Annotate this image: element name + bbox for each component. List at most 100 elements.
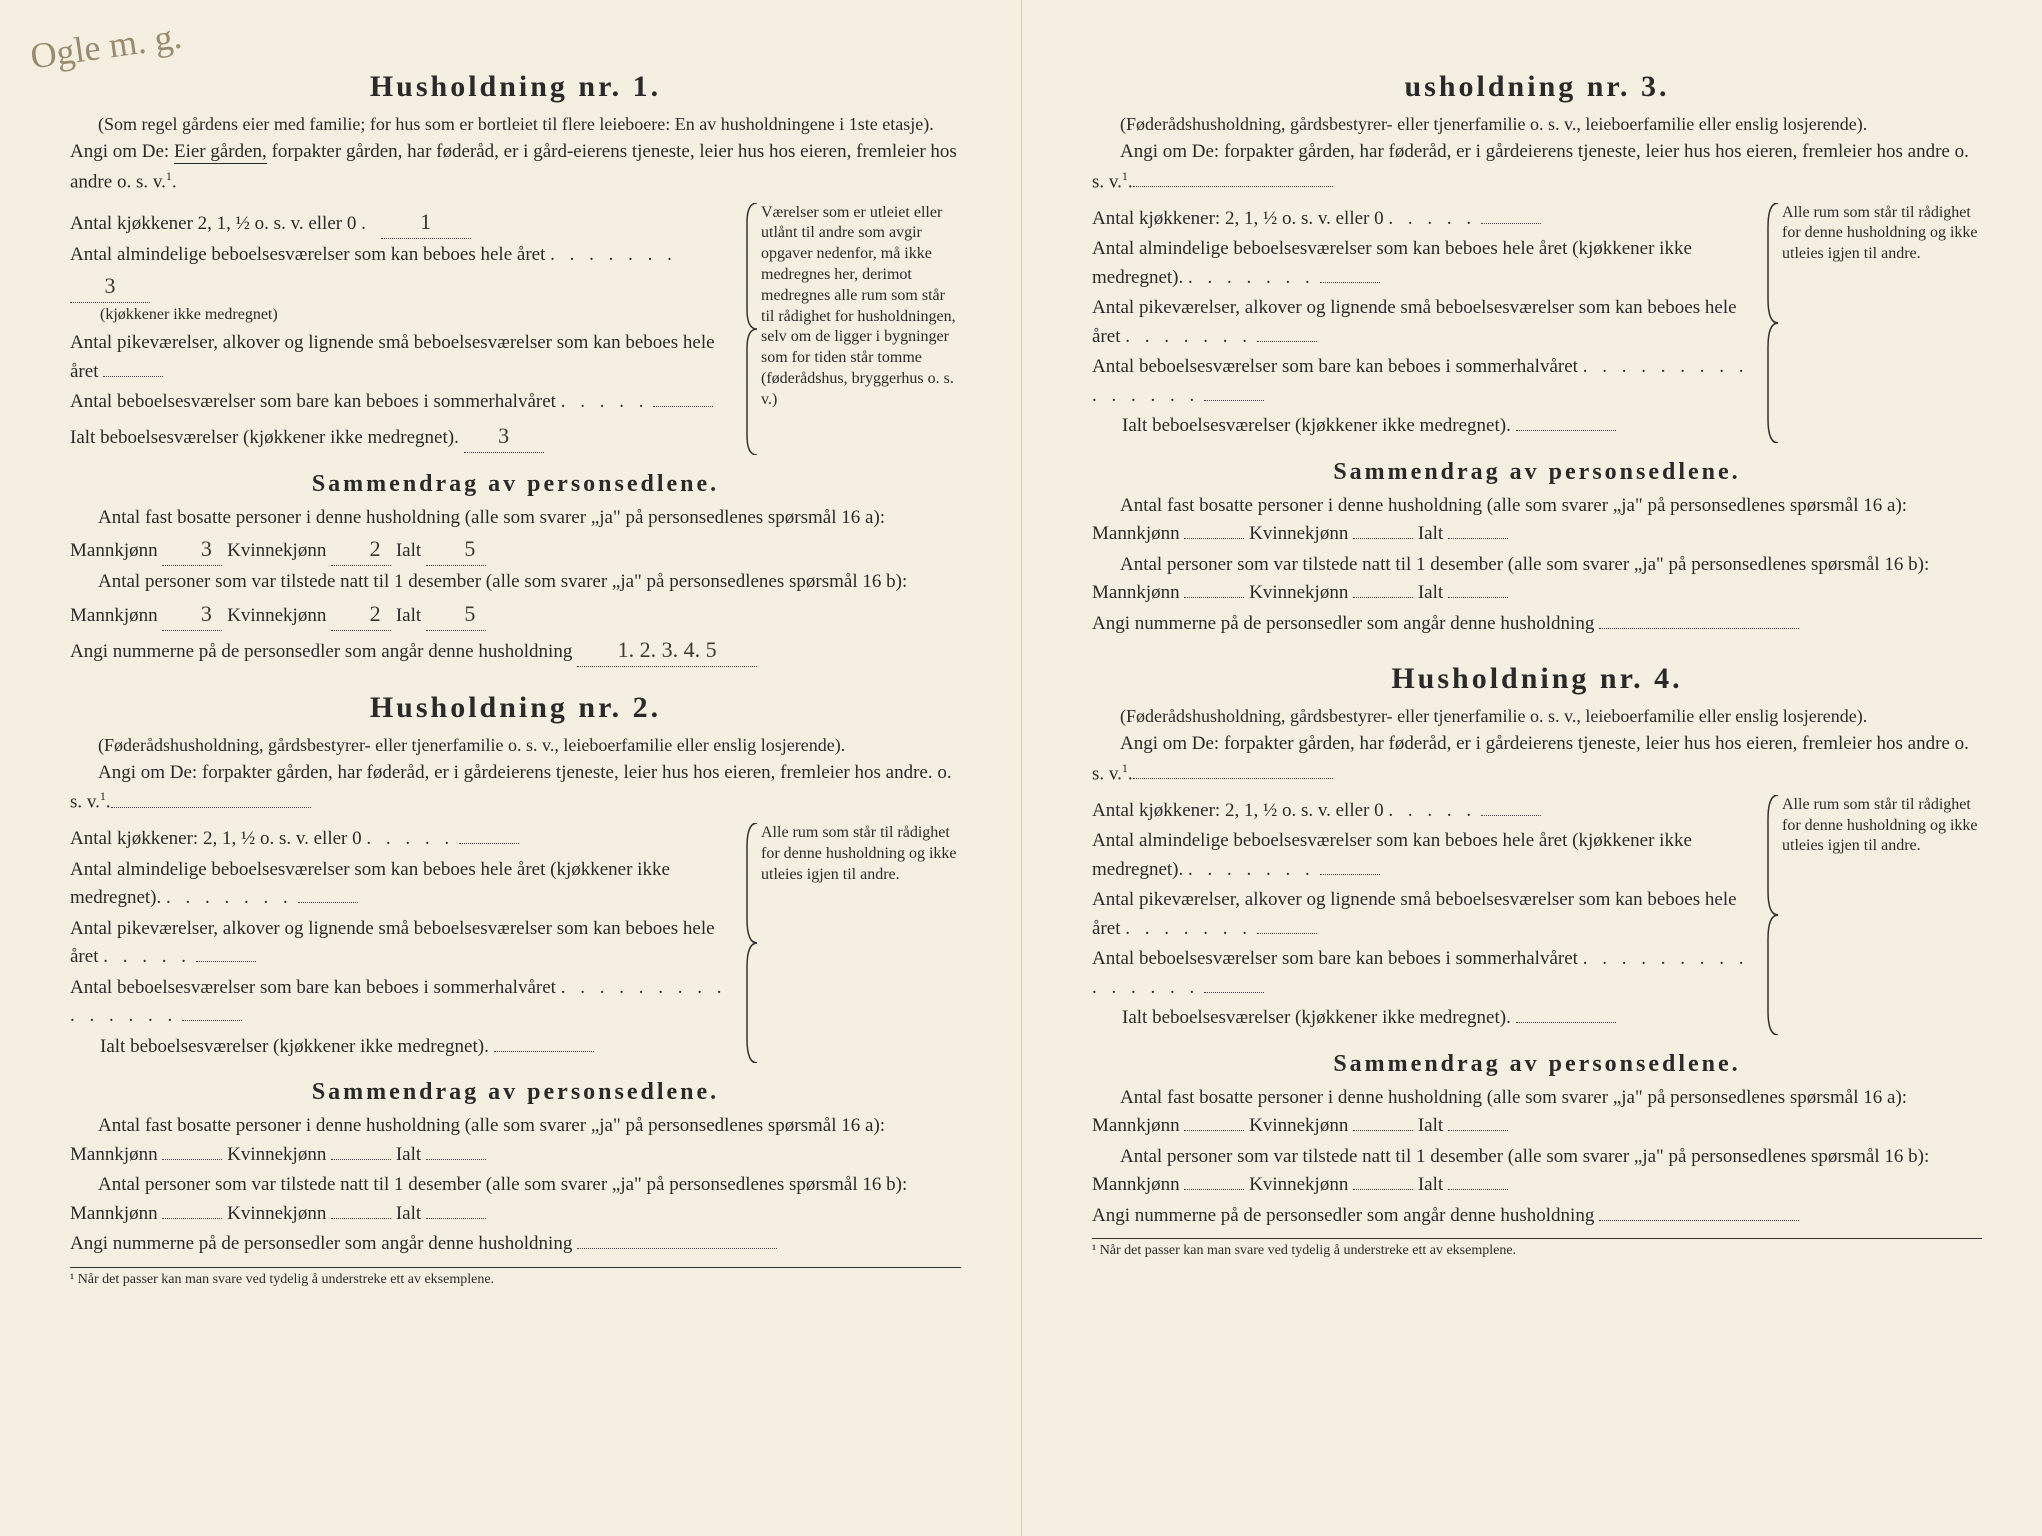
- h3-nummer-label: Angi nummerne på de personsedler som ang…: [1092, 613, 1594, 634]
- h4-intro: (Føderådshusholdning, gårdsbestyrer- ell…: [1092, 704, 1982, 728]
- h2-angi-fill: [111, 807, 311, 808]
- brace-icon: [1766, 795, 1780, 1035]
- h2-ialt: Ialt beboelsesværelser (kjøkkener ikke m…: [100, 1033, 731, 1062]
- h4-title: Husholdning nr. 4.: [1092, 662, 1982, 696]
- h3-16a-k: [1353, 538, 1413, 539]
- h3-alm-label: Antal almindelige beboelsesværelser som …: [1092, 238, 1692, 288]
- h4-angi-fill: [1133, 778, 1333, 779]
- h3-16b: Antal personer som var tilstede natt til…: [1092, 551, 1982, 608]
- left-page: Ogle m. g. Husholdning nr. 1. (Som regel…: [0, 0, 1021, 1536]
- h1-sommer-label: Antal beboelsesværelser som bare kan beb…: [70, 391, 556, 412]
- h3-angi-fill: [1133, 186, 1333, 187]
- dots: . . . . . . .: [166, 887, 293, 908]
- h3-16a-i: [1448, 538, 1508, 539]
- h3-kjokken: Antal kjøkkener: 2, 1, ½ o. s. v. eller …: [1092, 205, 1752, 234]
- dots: . . . . . . .: [1188, 267, 1315, 288]
- ialt-label: Ialt: [396, 605, 421, 626]
- h2-16b-m: [162, 1218, 222, 1219]
- h2-16a: Antal fast bosatte personer i denne hush…: [70, 1112, 961, 1169]
- h1-kjokken: Antal kjøkkener 2, 1, ½ o. s. v. eller 0…: [70, 205, 731, 239]
- h4-angi: Angi om De: forpakter gården, har føderå…: [1092, 730, 1982, 788]
- kv-label: Kvinnekjønn: [227, 540, 326, 561]
- h3-sommer-label: Antal beboelsesværelser som bare kan beb…: [1092, 356, 1578, 377]
- dots: . . . . . . .: [1125, 918, 1252, 939]
- h2-alm: Antal almindelige beboelsesværelser som …: [70, 856, 731, 913]
- h3-intro: (Føderådshusholdning, gårdsbestyrer- ell…: [1092, 112, 1982, 136]
- h2-sommer: Antal beboelsesværelser som bare kan beb…: [70, 974, 731, 1031]
- h1-nummer-val: 1. 2. 3. 4. 5: [577, 633, 757, 667]
- h2-16a-i: [426, 1159, 486, 1160]
- h4-sommer-label: Antal beboelsesværelser som bare kan beb…: [1092, 948, 1578, 969]
- h1-16a-i: 5: [426, 532, 486, 566]
- h2-kjokken-val: [459, 843, 519, 844]
- h3-16b-m: [1184, 597, 1244, 598]
- ialt-label: Ialt: [1418, 523, 1443, 544]
- right-page: usholdning nr. 3. (Føderådshusholdning, …: [1021, 0, 2042, 1536]
- h4-16a-m: [1184, 1130, 1244, 1131]
- h1-nummer: Angi nummerne på de personsedler som ang…: [70, 633, 961, 667]
- h2-16b-i: [426, 1218, 486, 1219]
- h4-16b-i: [1448, 1189, 1508, 1190]
- ialt-label: Ialt: [1418, 582, 1443, 603]
- h4-16a-i: [1448, 1130, 1508, 1131]
- h2-ialt-label: Ialt beboelsesværelser (kjøkkener ikke m…: [100, 1036, 489, 1057]
- h3-pike: Antal pikeværelser, alkover og lignende …: [1092, 294, 1752, 351]
- h4-sommer-val: [1204, 992, 1264, 993]
- h1-alm-label: Antal almindelige beboelsesværelser som …: [70, 244, 545, 265]
- h1-alm: Antal almindelige beboelsesværelser som …: [70, 241, 731, 328]
- h4-16a-k: [1353, 1130, 1413, 1131]
- h1-16b-m: 3: [162, 597, 222, 631]
- h4-16b: Antal personer som var tilstede natt til…: [1092, 1143, 1982, 1200]
- h4-room-block: Antal kjøkkener: 2, 1, ½ o. s. v. eller …: [1092, 795, 1982, 1035]
- h4-sidebar-text: Alle rum som står til rådighet for denne…: [1782, 796, 1978, 855]
- h1-16b-i: 5: [426, 597, 486, 631]
- h4-sidebar: Alle rum som står til rådighet for denne…: [1766, 795, 1982, 1035]
- h4-alm-val: [1320, 874, 1380, 875]
- h4-nummer: Angi nummerne på de personsedler som ang…: [1092, 1202, 1982, 1231]
- h2-ialt-val: [494, 1051, 594, 1052]
- h1-16a: Antal fast bosatte personer i denne hush…: [70, 504, 961, 567]
- h2-nummer-label: Angi nummerne på de personsedler som ang…: [70, 1233, 572, 1254]
- h1-16a-m: 3: [162, 532, 222, 566]
- h4-ialt-val: [1516, 1022, 1616, 1023]
- h2-angi: Angi om De: forpakter gården, har føderå…: [70, 759, 961, 817]
- h3-title: usholdning nr. 3.: [1092, 70, 1982, 104]
- h3-angi-text: Angi om De: forpakter gården, har føderå…: [1092, 141, 1969, 192]
- h1-sidebar: Værelser som er utleiet eller utlånt til…: [745, 203, 961, 455]
- kv-label: Kvinnekjønn: [1249, 1174, 1348, 1195]
- h3-angi: Angi om De: forpakter gården, har føderå…: [1092, 138, 1982, 196]
- h3-ialt-val: [1516, 430, 1616, 431]
- h1-16b: Antal personer som var tilstede natt til…: [70, 568, 961, 631]
- h2-kjokken: Antal kjøkkener: 2, 1, ½ o. s. v. eller …: [70, 825, 731, 854]
- h1-16b-k: 2: [331, 597, 391, 631]
- h2-16a-k: [331, 1159, 391, 1160]
- h3-sidebar: Alle rum som står til rådighet for denne…: [1766, 203, 1982, 443]
- h1-intro: (Som regel gårdens eier med familie; for…: [70, 112, 961, 136]
- h3-ialt-label: Ialt beboelsesværelser (kjøkkener ikke m…: [1122, 415, 1511, 436]
- h2-kjokken-label: Antal kjøkkener: 2, 1, ½ o. s. v. eller …: [70, 828, 362, 849]
- dots: . . . . . . .: [550, 244, 677, 265]
- h3-16b-label: Antal personer som var tilstede natt til…: [1092, 554, 1929, 604]
- h4-pike: Antal pikeværelser, alkover og lignende …: [1092, 886, 1752, 943]
- h3-alm-val: [1320, 282, 1380, 283]
- h3-sommer-val: [1204, 400, 1264, 401]
- h2-intro: (Føderådshusholdning, gårdsbestyrer- ell…: [70, 733, 961, 757]
- h2-16b-k: [331, 1218, 391, 1219]
- h1-pike: Antal pikeværelser, alkover og lignende …: [70, 329, 731, 386]
- h2-16b-label: Antal personer som var tilstede natt til…: [70, 1174, 907, 1224]
- h3-16a-m: [1184, 538, 1244, 539]
- h3-sommer: Antal beboelsesværelser som bare kan beb…: [1092, 353, 1752, 410]
- h3-ialt: Ialt beboelsesværelser (kjøkkener ikke m…: [1122, 412, 1752, 441]
- h2-16a-m: [162, 1159, 222, 1160]
- h1-kjokken-note: (kjøkkener ikke medregnet): [100, 303, 731, 327]
- h1-angi-eier: Eier gården,: [174, 141, 267, 164]
- ialt-label: Ialt: [396, 540, 421, 561]
- brace-icon: [745, 203, 759, 455]
- h3-sidebar-text: Alle rum som står til rådighet for denne…: [1782, 204, 1978, 263]
- h1-ialt-label: Ialt beboelsesværelser (kjøkkener ikke m…: [70, 427, 459, 448]
- h1-pike-val: [103, 376, 163, 377]
- h4-ialt: Ialt beboelsesværelser (kjøkkener ikke m…: [1122, 1004, 1752, 1033]
- h2-alm-label: Antal almindelige beboelsesværelser som …: [70, 859, 670, 909]
- h1-sammendrag: Sammendrag av personsedlene.: [70, 471, 961, 498]
- h4-kjokken: Antal kjøkkener: 2, 1, ½ o. s. v. eller …: [1092, 797, 1752, 826]
